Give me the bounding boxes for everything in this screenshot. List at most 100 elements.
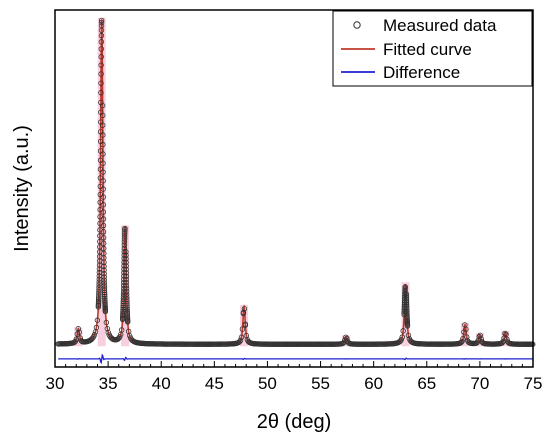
measured-point-96	[99, 112, 106, 119]
measured-point-55	[96, 279, 102, 285]
measured-point-614	[463, 326, 469, 332]
measured-point-212	[124, 303, 130, 309]
measured-point-83	[98, 90, 104, 96]
plot-frame	[54, 9, 534, 368]
measured-point-119	[101, 270, 107, 277]
measured-point-57	[96, 273, 102, 279]
x-tick-label-35: 35	[99, 374, 118, 393]
measured-point-342	[238, 334, 245, 340]
difference-curve	[58, 353, 533, 365]
measured-point-533	[403, 292, 409, 299]
measured-point-108	[100, 216, 107, 222]
measured-point-512	[399, 334, 405, 340]
measured-point-127	[101, 291, 108, 298]
measured-point-126	[101, 289, 108, 296]
measured-point-553	[404, 323, 411, 329]
measured-point-89	[98, 39, 105, 45]
legend-fitted-label: Fitted curve	[383, 40, 472, 59]
measured-point-207	[123, 291, 130, 297]
x-tick-label-60: 60	[364, 374, 383, 393]
measured-point-154	[117, 334, 123, 340]
measured-point-204	[123, 283, 130, 289]
measured-point-116	[101, 259, 107, 265]
measured-point-90	[98, 32, 105, 39]
peak-highlight-7	[475, 333, 484, 347]
measured-point-198	[123, 263, 129, 269]
measured-point-173	[120, 285, 127, 292]
y-axis-label: Intensity (a.u.)	[11, 125, 33, 252]
measured-point-92	[98, 23, 105, 29]
measured-point-346	[241, 306, 248, 312]
measured-point-193	[122, 225, 128, 232]
measured-point-174	[120, 282, 127, 289]
measured-point-94	[98, 17, 105, 24]
peak-highlight-8	[501, 330, 510, 347]
x-tick-label-45: 45	[205, 374, 224, 393]
measured-point-156	[118, 327, 125, 333]
peak-highlight-2	[121, 225, 130, 347]
measured-point-117	[101, 263, 107, 270]
measured-point-19	[73, 336, 80, 342]
x-tick-label-70: 70	[470, 374, 489, 393]
measured-point-527	[402, 289, 408, 295]
measured-point-88	[98, 46, 104, 52]
measured-point-120	[101, 274, 107, 280]
measured-point-629	[477, 332, 483, 339]
measured-point-84	[98, 80, 104, 86]
legend: Measured data Fitted curve Difference	[332, 10, 533, 87]
x-tick-label-65: 65	[417, 374, 436, 393]
measured-point-41	[94, 317, 101, 323]
measured-point-105	[100, 194, 106, 200]
measured-point-139	[102, 308, 109, 315]
measured-point-93	[98, 19, 105, 26]
measured-point-47	[95, 296, 102, 303]
measured-point-38	[91, 332, 98, 338]
measured-point-197	[123, 259, 129, 266]
measured-point-101	[100, 160, 106, 166]
measured-point-201	[123, 273, 130, 279]
measured-point-98	[100, 132, 106, 138]
measured-point-535	[403, 296, 410, 302]
measured-point-223	[125, 319, 131, 325]
measured-point-86	[98, 62, 104, 68]
measured-point-46	[95, 298, 102, 305]
measured-point-341	[237, 337, 244, 343]
peak-highlight-6	[461, 322, 470, 347]
measured-point-615	[464, 334, 470, 340]
measured-point-73	[97, 183, 104, 190]
measured-point-538	[403, 301, 410, 308]
measured-point-40	[93, 324, 100, 331]
measured-point-21	[75, 326, 81, 332]
x-tick-label-30: 30	[46, 374, 65, 393]
measured-point-202	[123, 276, 130, 283]
measured-point-112	[100, 240, 107, 246]
measured-point-511	[398, 337, 404, 343]
measured-point-534	[403, 294, 409, 300]
measured-point-513	[400, 328, 406, 334]
measured-point-49	[96, 293, 102, 299]
peak-highlight-1	[97, 17, 106, 347]
x-tick-label-55: 55	[311, 374, 330, 393]
measured-point-187	[121, 239, 128, 245]
measured-point-655	[502, 330, 508, 337]
measured-point-195	[123, 252, 129, 258]
measured-point-554	[405, 332, 412, 338]
measured-point-110	[100, 229, 107, 235]
measured-point-122	[101, 280, 108, 286]
measured-point-54	[96, 282, 102, 288]
measured-point-103	[100, 178, 106, 184]
measured-point-121	[101, 277, 107, 283]
x-axis-label: 2θ (deg)	[257, 411, 332, 433]
measured-point-97	[100, 122, 106, 128]
measured-point-190	[122, 231, 128, 237]
measured-point-610	[459, 338, 465, 345]
measured-point-82	[98, 99, 104, 106]
measured-point-343	[239, 326, 246, 332]
measured-point-188	[121, 236, 128, 242]
measured-point-205	[123, 286, 130, 292]
measured-point-203	[123, 279, 130, 286]
legend-measured-label: Measured data	[383, 16, 497, 35]
measured-point-199	[123, 266, 129, 273]
measured-point-191	[122, 228, 128, 235]
